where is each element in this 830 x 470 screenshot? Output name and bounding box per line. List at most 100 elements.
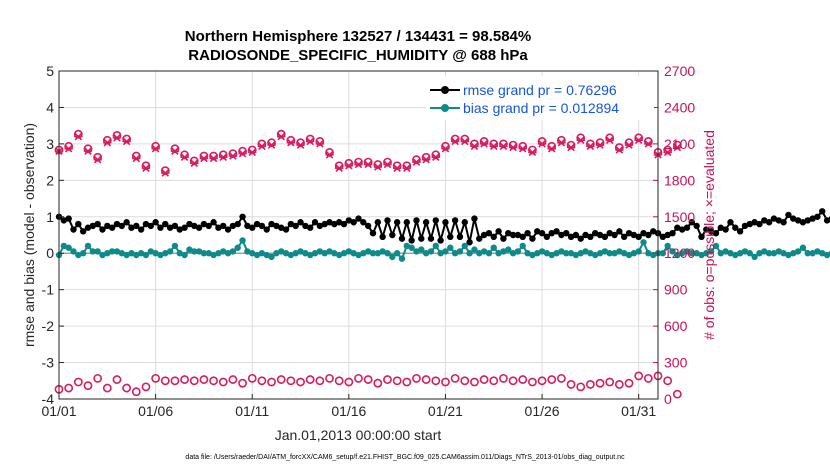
obs-evaluated-point <box>209 154 218 163</box>
obs-possible-point <box>450 134 460 144</box>
series-1-point <box>751 253 758 261</box>
series-1-point <box>451 250 459 257</box>
y-tick-label: -3 <box>42 355 55 371</box>
series-1-point <box>335 251 343 259</box>
series-0-point <box>393 219 401 226</box>
obs-possible-point <box>257 139 267 149</box>
series-0-point <box>625 229 633 237</box>
series-0-point <box>471 215 478 222</box>
series-1-point <box>220 248 227 255</box>
obs-possible-point <box>102 135 112 145</box>
obs-possible-point <box>325 373 334 383</box>
series-0-point <box>620 233 628 241</box>
series-1-point <box>538 248 546 255</box>
obs-possible-point <box>151 373 161 383</box>
series-1-point <box>79 250 87 257</box>
series-0-point <box>162 220 169 228</box>
series-0-point <box>340 220 348 228</box>
x-tick-label: 01/11 <box>235 403 269 419</box>
series-1-point <box>297 248 304 255</box>
series-0-point <box>326 219 333 226</box>
series-1-point <box>707 248 715 255</box>
series-0-point <box>732 224 739 231</box>
obs-evaluated-point <box>199 154 209 163</box>
series-0-point <box>389 231 396 239</box>
series-1-point <box>794 248 802 255</box>
series-1-point <box>548 251 555 259</box>
obs-evaluated-point <box>248 148 257 157</box>
series-0-point <box>761 217 768 224</box>
y-right-tick-label: 300 <box>664 355 688 371</box>
series-0-point <box>717 224 724 231</box>
obs-evaluated-point <box>566 143 576 152</box>
y-right-tick-label: 2400 <box>664 99 695 115</box>
series-0-point <box>558 231 565 239</box>
obs-possible-point <box>547 141 557 151</box>
obs-evaluated-point <box>518 144 527 153</box>
obs-evaluated-point <box>634 136 643 145</box>
series-0-point <box>635 233 642 241</box>
series-1-point <box>500 248 507 255</box>
series-1-point <box>133 251 140 259</box>
obs-possible-point <box>643 137 653 146</box>
series-0-point <box>572 231 580 239</box>
series-1-point <box>727 250 734 257</box>
y-tick-label: 3 <box>46 136 54 152</box>
series-0-point <box>548 229 555 237</box>
series-1-point <box>253 251 261 259</box>
series-1-point <box>563 250 570 257</box>
series-1-point <box>543 250 551 257</box>
series-1-point <box>191 248 198 255</box>
series-0-point <box>741 222 749 230</box>
obs-evaluated-point <box>431 153 440 162</box>
series-1-point <box>790 250 797 257</box>
obs-evaluated-point <box>537 140 547 148</box>
obs-possible-point <box>566 380 576 389</box>
obs-evaluated-point <box>605 136 614 145</box>
series-0-point <box>408 237 415 244</box>
obs-evaluated-point <box>190 159 199 168</box>
obs-evaluated-point <box>412 158 421 166</box>
series-0-point <box>519 233 526 241</box>
series-0-point <box>171 222 179 230</box>
series-1-point <box>379 248 386 255</box>
series-1-point <box>268 253 275 261</box>
legend-bias-label: bias grand pr = 0.012894 <box>463 100 619 116</box>
series-1-point <box>239 237 246 244</box>
obs-possible-point <box>363 157 373 167</box>
series-0-point <box>292 222 299 230</box>
series-0-point <box>166 224 174 231</box>
obs-possible-point <box>315 376 325 386</box>
obs-possible-point <box>160 166 170 176</box>
series-1-point <box>384 250 391 257</box>
series-1-point <box>780 250 787 257</box>
series-0-point <box>592 229 599 237</box>
obs-possible-point <box>663 376 673 386</box>
series-0-point <box>195 224 203 231</box>
obs-evaluated-point <box>141 164 151 172</box>
obs-possible-point <box>605 133 615 143</box>
series-1-point <box>640 239 647 246</box>
series-0-point <box>331 220 338 228</box>
obs-possible-point <box>383 157 392 167</box>
obs-possible-point <box>247 145 257 155</box>
series-1-point <box>157 251 164 259</box>
obs-possible-point <box>373 160 383 169</box>
series-0-point <box>529 235 536 242</box>
x-tick-label: 01/01 <box>41 403 76 419</box>
series-1-point <box>99 251 106 259</box>
series-1-point <box>128 250 135 257</box>
series-0-point <box>451 217 459 224</box>
series-1-point <box>606 250 613 257</box>
obs-possible-point <box>141 382 151 392</box>
series-1-point <box>442 248 449 255</box>
series-0-point <box>707 228 715 235</box>
series-1-point <box>703 250 710 257</box>
series-1-point <box>722 248 729 255</box>
series-0-point <box>84 224 92 231</box>
obs-possible-point <box>605 377 615 387</box>
series-0-point <box>524 229 531 237</box>
series-0-point <box>287 220 295 228</box>
series-0-point <box>345 217 353 224</box>
